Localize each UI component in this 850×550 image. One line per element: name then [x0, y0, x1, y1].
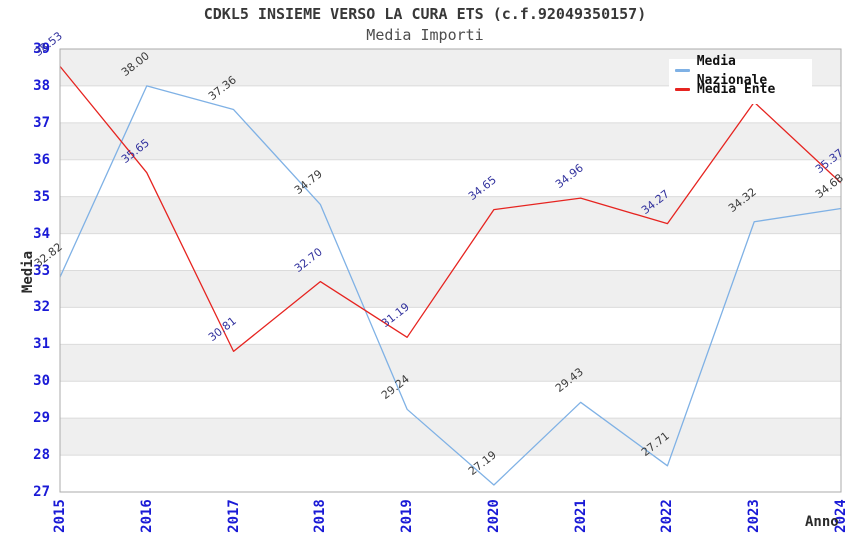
chart-subtitle: Media Importi [366, 26, 484, 44]
band-32-33 [60, 270, 841, 308]
y-tick-label-36: 36 [33, 151, 50, 168]
y-axis-title: Media [20, 250, 36, 294]
chart-title: CDKL5 INSIEME VERSO LA CURA ETS (c.f.920… [203, 5, 647, 23]
legend-label-media-ente: Media Ente [697, 82, 776, 97]
y-tick-label-38: 38 [33, 77, 50, 94]
x-tick-label-2023: 2023 [746, 499, 763, 533]
band-28-29 [60, 418, 841, 456]
y-tick-label-28: 28 [33, 447, 50, 464]
band-36-37 [60, 122, 841, 160]
x-tick-label-2019: 2019 [399, 499, 416, 533]
legend: Media Nazionale Media Ente [669, 54, 812, 104]
series-line-media-ente [59, 65, 842, 352]
legend-item-media-nazionale: Media Nazionale [669, 54, 812, 88]
x-tick-label-2021: 2021 [572, 499, 589, 533]
x-tick-label-2016: 2016 [138, 499, 155, 533]
y-tick-label-31: 31 [33, 336, 50, 353]
y-tick-label-35: 35 [33, 188, 50, 205]
x-tick-label-2015: 2015 [52, 499, 68, 533]
y-tick-label-32: 32 [33, 299, 50, 316]
series-line-media-nazionale [59, 85, 842, 486]
x-tick-label-2022: 2022 [659, 499, 676, 533]
y-tick-label-27: 27 [33, 484, 50, 500]
y-tick-label-34: 34 [33, 225, 50, 242]
legend-label-media-nazionale: Media Nazionale [696, 53, 768, 88]
legend-line-swatch-blue [675, 69, 690, 72]
y-tick-label-29: 29 [33, 410, 50, 427]
y-tick-label-37: 37 [33, 114, 50, 131]
x-tick-label-2017: 2017 [225, 499, 242, 533]
y-tick-label-33: 33 [33, 262, 50, 279]
legend-line-swatch-red [675, 88, 690, 91]
x-axis-title: Anno [805, 514, 839, 530]
legend-item-media-ente: Media Ente [669, 80, 812, 99]
band-30-31 [60, 344, 841, 382]
y-tick-label-30: 30 [33, 373, 50, 390]
plot-border [59, 48, 842, 493]
x-tick-label-2018: 2018 [312, 499, 329, 533]
y-tick-label-39: 39 [33, 41, 50, 57]
band-34-35 [60, 196, 841, 234]
x-tick-label-2020: 2020 [485, 499, 502, 533]
